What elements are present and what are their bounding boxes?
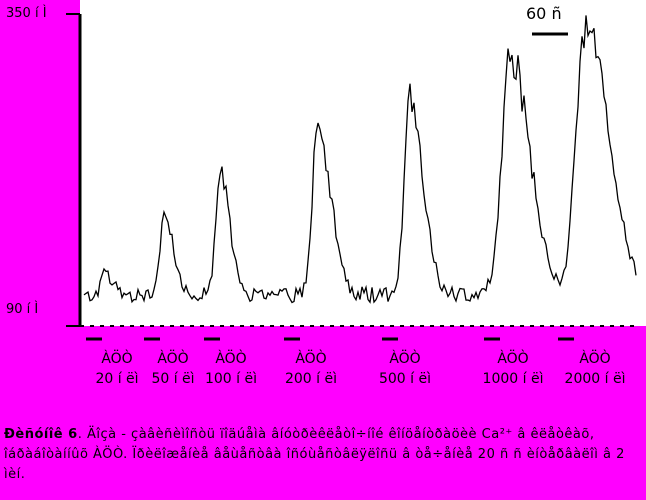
- application-label: ÀÖÒ 200 í ëì: [256, 349, 366, 389]
- application-agent: ÀÖÒ: [101, 351, 133, 367]
- y-tick-label-top: 350 í Ì: [6, 6, 47, 21]
- application-dose: 100 í ëì: [204, 371, 257, 387]
- caption-text: . Äîçà - çàâèñèìîñòü ïîäúåìà âíóòðèêëåòî…: [4, 427, 625, 482]
- application-dose: 2000 í ëì: [564, 371, 626, 387]
- application-dose: 200 í ëì: [284, 371, 337, 387]
- application-dose: 500 í ëì: [378, 371, 431, 387]
- y-tick-label-bottom: 90 í Ì: [6, 302, 39, 317]
- application-label: ÀÖÒ 1000 í ëì: [458, 349, 568, 389]
- application-dose: 50 í ëì: [151, 371, 195, 387]
- figure-label: Ðèñóíîê 6: [4, 427, 78, 442]
- application-label: ÀÖÒ 20 í ëì: [62, 349, 172, 389]
- application-agent: ÀÖÒ: [497, 351, 529, 367]
- figure-caption: Ðèñóíîê 6. Äîçà - çàâèñèìîñòü ïîäúåìà âí…: [4, 425, 642, 485]
- application-agent: ÀÖÒ: [389, 351, 421, 367]
- application-agent: ÀÖÒ: [579, 351, 611, 367]
- scale-bar-label: 60 ñ: [526, 4, 562, 23]
- application-label: ÀÖÒ 2000 í ëì: [540, 349, 646, 389]
- calcium-trace: [83, 15, 637, 304]
- application-label: ÀÖÒ 50 í ëì: [118, 349, 228, 389]
- application-agent: ÀÖÒ: [215, 351, 247, 367]
- application-agent: ÀÖÒ: [295, 351, 327, 367]
- application-agent: ÀÖÒ: [157, 351, 189, 367]
- plot-area: [80, 0, 646, 326]
- application-label: ÀÖÒ 500 í ëì: [350, 349, 460, 389]
- application-label: ÀÖÒ 100 í ëì: [176, 349, 286, 389]
- application-dose: 20 í ëì: [95, 371, 139, 387]
- application-dose: 1000 í ëì: [482, 371, 544, 387]
